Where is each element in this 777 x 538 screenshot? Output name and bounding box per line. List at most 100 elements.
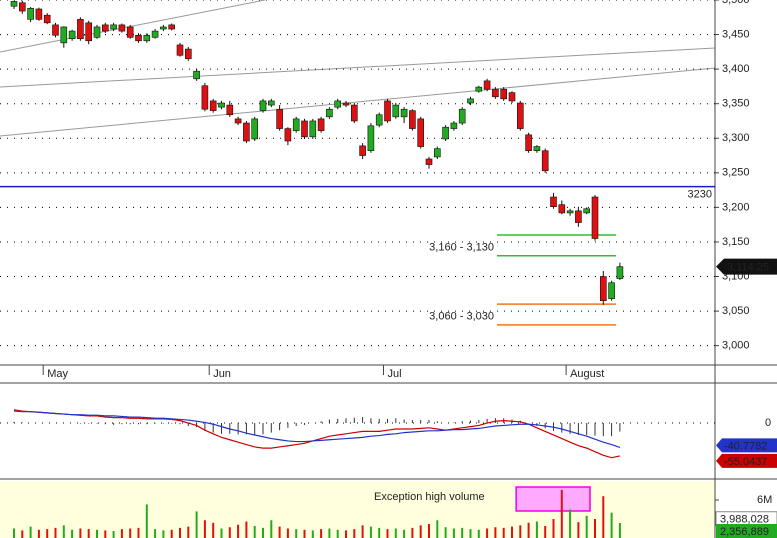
value-tag [716,438,777,453]
candle-body [492,88,499,98]
candle-body [450,122,458,129]
candle-body [616,266,624,279]
candle-body [500,88,508,100]
candle-body [284,128,292,142]
candle-body [591,196,599,239]
candle-body [367,125,375,152]
candle-body [550,196,557,207]
candle-body [409,110,416,129]
candle-body [27,7,34,20]
candle-body [392,104,400,118]
candle-body [599,276,607,302]
candle-body [267,100,275,106]
candle-body [193,70,200,80]
y-tick-label: 3,500 [722,0,750,6]
candle-body [110,24,117,30]
value-tag-label: -55.0437 [724,456,767,468]
macd-line [13,410,621,448]
candle-body [508,92,516,102]
candle-body [425,158,433,165]
candle-body [475,86,483,92]
candle-body [566,210,574,214]
candle-body [342,102,350,106]
candle-body [533,146,541,152]
x-tick-label: Jun [213,368,231,380]
candle-body [458,108,466,124]
candle-body [118,24,126,32]
volume-tag [716,524,777,538]
level-label: 3230 [688,189,712,201]
y-tick-label: 3,200 [722,201,750,213]
candle-body [575,210,582,223]
candle-body [60,26,68,44]
candle-body [350,104,358,122]
y-tick-label: 3,000 [722,340,750,352]
volume-panel-bg [0,481,715,538]
volume-tag-label: 2,356,889 [720,526,769,538]
candle-body [608,282,615,299]
candle-body [417,118,425,147]
x-tick-label: Jul [388,368,402,380]
zone-label: 3,160 - 3,130 [429,241,494,253]
candle-body [35,8,43,20]
candle-body [102,24,109,32]
y-tick-label: 6M [757,494,772,506]
candle-body [558,204,566,214]
candle-body [52,24,59,36]
candle-body [168,24,175,30]
price-tag [716,258,777,275]
candle-body [176,44,184,56]
candle-body [151,30,159,38]
marker-label: 3,988,028 [720,514,769,526]
candle-body [292,118,300,131]
trend-line [0,47,716,88]
x-tick-label: August [570,368,604,380]
candle-body [276,108,283,129]
candle-body [541,150,549,172]
y-tick-label: 0 [765,417,771,429]
candle-body [259,100,267,111]
candle-body [218,102,225,108]
candle-body [384,100,391,122]
candle-body [209,100,217,111]
candle-body [68,30,76,40]
candle-body [43,14,51,24]
candle-body [359,145,366,156]
candle-body [525,134,532,152]
x-tick-label: May [47,368,68,380]
y-tick-label: 3,300 [722,132,750,144]
zone-label: 3,060 - 3,030 [429,310,494,322]
candle-body [160,26,167,30]
candle-body [226,104,234,116]
y-tick-label: 3,050 [722,305,750,317]
candle-body [334,100,342,108]
y-tick-label: 3,350 [722,98,750,110]
candle-body [243,122,250,142]
candle-body [126,26,134,38]
y-tick-label: 3,400 [722,63,750,75]
candle-body [234,118,242,124]
annotation: Exception high volume [374,491,485,503]
value-tag [716,453,777,468]
candle-body [185,48,192,60]
candle-body [77,19,84,40]
candle-body [467,98,474,104]
candle-body [10,1,18,7]
macd-line [13,409,621,459]
candle-body [583,208,591,214]
candle-body [317,118,325,131]
candle-body [251,118,258,140]
candle-body [143,34,151,42]
candle-body [301,120,308,138]
trend-line [0,0,266,53]
candle-body [85,22,92,42]
candle-body [433,148,441,158]
annotation-box [515,486,591,512]
candle-body [375,114,383,126]
trend-line [0,67,716,137]
candle-body [442,126,449,140]
price-tag-label: 3,114.25 [727,262,769,274]
candle-body [483,80,491,90]
